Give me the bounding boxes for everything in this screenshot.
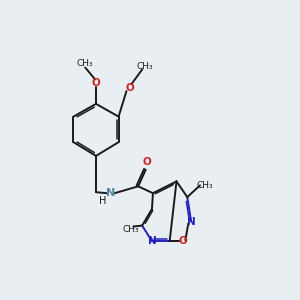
Text: O: O bbox=[92, 78, 100, 88]
Text: N: N bbox=[187, 217, 196, 226]
Text: O: O bbox=[143, 157, 152, 167]
Text: N: N bbox=[106, 188, 116, 198]
Text: CH₃: CH₃ bbox=[77, 59, 94, 68]
Text: CH₃: CH₃ bbox=[137, 62, 153, 71]
Text: O: O bbox=[125, 83, 134, 93]
Text: H: H bbox=[99, 196, 106, 206]
Text: O: O bbox=[178, 236, 187, 246]
Text: CH₃: CH₃ bbox=[122, 225, 139, 234]
Text: N: N bbox=[148, 236, 156, 246]
Text: CH₃: CH₃ bbox=[197, 181, 213, 190]
